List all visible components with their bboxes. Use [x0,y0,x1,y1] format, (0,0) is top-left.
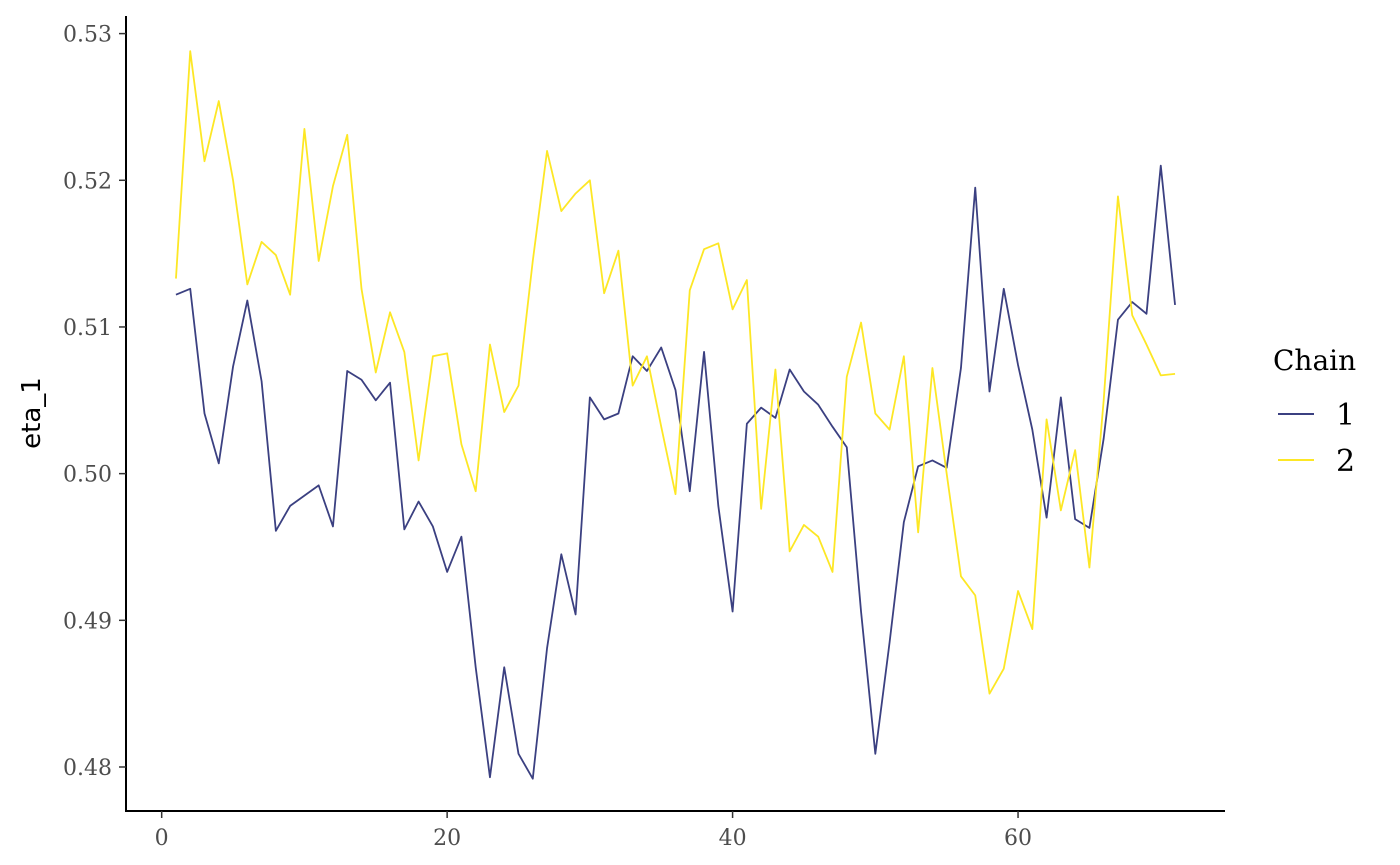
legend-title: Chain [1273,344,1356,377]
y-tick-label: 0.49 [63,609,112,634]
y-tick-label: 0.51 [63,316,112,341]
series-line-chain-2 [175,50,1176,695]
y-tick-label: 0.50 [63,463,112,488]
x-tick-label: 0 [155,826,169,851]
x-axis-ticks: 0 20 40 60 [155,811,1032,851]
x-tick-label: 20 [433,826,461,851]
y-tick-label: 0.48 [63,756,112,781]
series-line-chain-1 [175,164,1176,780]
axes-group [125,16,1225,812]
y-tick-label: 0.52 [63,169,112,194]
legend-items: 12 [1278,398,1355,479]
y-axis-title: eta_1 [17,377,47,449]
legend-label-chain-2: 2 [1336,444,1355,479]
legend-label-chain-1: 1 [1336,398,1355,433]
plot-series-group [175,50,1176,780]
x-tick-label: 60 [1004,826,1032,851]
y-tick-label: 0.53 [63,23,112,48]
legend: Chain 12 [1273,344,1356,479]
x-tick-label: 40 [719,826,747,851]
y-axis-ticks: 0.48 0.49 0.50 0.51 0.52 0.53 [63,23,126,781]
